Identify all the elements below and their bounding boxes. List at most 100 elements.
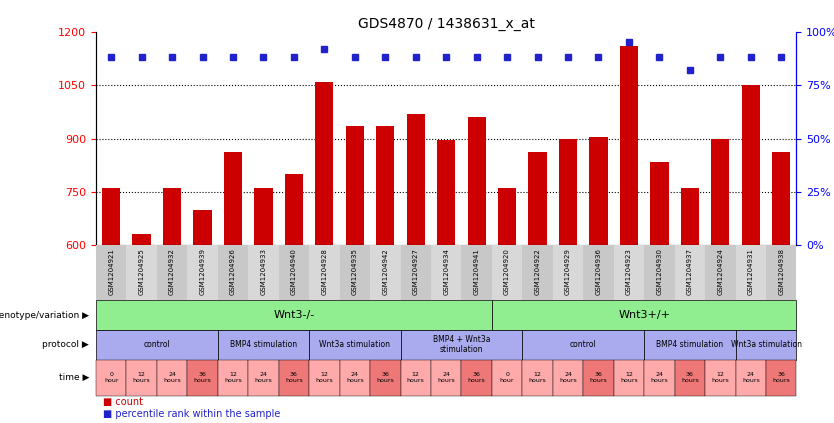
Text: 36
hours: 36 hours bbox=[193, 372, 211, 383]
Text: 12
hours: 12 hours bbox=[711, 372, 729, 383]
Text: GSM1204940: GSM1204940 bbox=[291, 248, 297, 295]
Bar bbox=[741, 85, 760, 245]
Text: 12
hours: 12 hours bbox=[133, 372, 150, 383]
Text: 36
hours: 36 hours bbox=[590, 372, 607, 383]
Bar bbox=[345, 126, 364, 245]
FancyBboxPatch shape bbox=[218, 360, 249, 396]
FancyBboxPatch shape bbox=[309, 330, 400, 360]
Text: 24
hours: 24 hours bbox=[559, 372, 577, 383]
Text: GSM1204928: GSM1204928 bbox=[321, 248, 328, 295]
Text: 24
hours: 24 hours bbox=[254, 372, 273, 383]
Bar bbox=[157, 245, 188, 300]
Bar bbox=[370, 245, 400, 300]
Bar bbox=[461, 245, 492, 300]
FancyBboxPatch shape bbox=[522, 360, 553, 396]
FancyBboxPatch shape bbox=[218, 330, 309, 360]
Bar bbox=[559, 138, 577, 245]
Text: GSM1204925: GSM1204925 bbox=[138, 248, 144, 295]
FancyBboxPatch shape bbox=[522, 330, 644, 360]
Bar bbox=[309, 245, 339, 300]
Title: GDS4870 / 1438631_x_at: GDS4870 / 1438631_x_at bbox=[358, 16, 535, 31]
Text: Wnt3+/+: Wnt3+/+ bbox=[618, 310, 671, 320]
Text: 12
hours: 12 hours bbox=[620, 372, 638, 383]
Bar bbox=[188, 245, 218, 300]
Bar bbox=[315, 82, 334, 245]
Text: GSM1204935: GSM1204935 bbox=[352, 248, 358, 295]
Bar bbox=[522, 245, 553, 300]
Bar bbox=[675, 245, 705, 300]
Text: 24
hours: 24 hours bbox=[651, 372, 668, 383]
Text: GSM1204922: GSM1204922 bbox=[535, 248, 540, 295]
Bar bbox=[468, 117, 485, 245]
FancyBboxPatch shape bbox=[492, 300, 796, 330]
Bar bbox=[651, 162, 669, 245]
Bar bbox=[400, 245, 431, 300]
Text: Wnt3a stimulation: Wnt3a stimulation bbox=[731, 340, 801, 349]
Text: Wnt3-/-: Wnt3-/- bbox=[274, 310, 314, 320]
Bar bbox=[644, 245, 675, 300]
FancyBboxPatch shape bbox=[644, 330, 736, 360]
Text: GSM1204926: GSM1204926 bbox=[230, 248, 236, 295]
Text: GSM1204932: GSM1204932 bbox=[169, 248, 175, 295]
FancyBboxPatch shape bbox=[492, 360, 522, 396]
Bar bbox=[681, 188, 699, 245]
Bar bbox=[766, 245, 796, 300]
Text: ■ percentile rank within the sample: ■ percentile rank within the sample bbox=[103, 409, 280, 419]
Bar bbox=[249, 245, 279, 300]
Bar bbox=[736, 245, 766, 300]
Text: protocol ▶: protocol ▶ bbox=[43, 340, 89, 349]
Bar bbox=[590, 137, 608, 245]
Text: Wnt3a stimulation: Wnt3a stimulation bbox=[319, 340, 390, 349]
Bar bbox=[279, 245, 309, 300]
FancyBboxPatch shape bbox=[431, 360, 461, 396]
Text: time ▶: time ▶ bbox=[58, 373, 89, 382]
FancyBboxPatch shape bbox=[736, 330, 796, 360]
Text: GSM1204936: GSM1204936 bbox=[595, 248, 601, 295]
Text: GSM1204929: GSM1204929 bbox=[565, 248, 571, 295]
Text: 12
hours: 12 hours bbox=[315, 372, 334, 383]
FancyBboxPatch shape bbox=[96, 360, 127, 396]
FancyBboxPatch shape bbox=[736, 360, 766, 396]
FancyBboxPatch shape bbox=[309, 360, 339, 396]
FancyBboxPatch shape bbox=[461, 360, 492, 396]
Text: control: control bbox=[143, 340, 170, 349]
FancyBboxPatch shape bbox=[370, 360, 400, 396]
Bar bbox=[705, 245, 736, 300]
Text: control: control bbox=[570, 340, 596, 349]
FancyBboxPatch shape bbox=[339, 360, 370, 396]
Bar bbox=[498, 188, 516, 245]
FancyBboxPatch shape bbox=[157, 360, 188, 396]
Text: GSM1204927: GSM1204927 bbox=[413, 248, 419, 295]
Text: 0
hour: 0 hour bbox=[500, 372, 515, 383]
FancyBboxPatch shape bbox=[583, 360, 614, 396]
Bar bbox=[431, 245, 461, 300]
Text: GSM1204937: GSM1204937 bbox=[687, 248, 693, 295]
Bar bbox=[553, 245, 583, 300]
Text: 24
hours: 24 hours bbox=[437, 372, 455, 383]
Text: 36
hours: 36 hours bbox=[772, 372, 790, 383]
Text: 36
hours: 36 hours bbox=[376, 372, 394, 383]
Text: GSM1204924: GSM1204924 bbox=[717, 248, 723, 295]
Text: GSM1204930: GSM1204930 bbox=[656, 248, 662, 295]
Bar bbox=[224, 152, 242, 245]
Bar bbox=[376, 126, 394, 245]
Text: GSM1204920: GSM1204920 bbox=[504, 248, 510, 295]
Bar bbox=[102, 188, 120, 245]
FancyBboxPatch shape bbox=[96, 300, 492, 330]
Bar bbox=[437, 140, 455, 245]
Bar bbox=[133, 234, 151, 245]
FancyBboxPatch shape bbox=[279, 360, 309, 396]
FancyBboxPatch shape bbox=[400, 360, 431, 396]
Bar bbox=[284, 174, 303, 245]
FancyBboxPatch shape bbox=[675, 360, 705, 396]
Text: 36
hours: 36 hours bbox=[468, 372, 485, 383]
FancyBboxPatch shape bbox=[400, 330, 522, 360]
FancyBboxPatch shape bbox=[553, 360, 583, 396]
Bar bbox=[711, 138, 730, 245]
Bar bbox=[163, 188, 181, 245]
FancyBboxPatch shape bbox=[705, 360, 736, 396]
Text: 12
hours: 12 hours bbox=[529, 372, 546, 383]
FancyBboxPatch shape bbox=[188, 360, 218, 396]
Text: GSM1204921: GSM1204921 bbox=[108, 248, 114, 295]
Bar bbox=[193, 210, 212, 245]
